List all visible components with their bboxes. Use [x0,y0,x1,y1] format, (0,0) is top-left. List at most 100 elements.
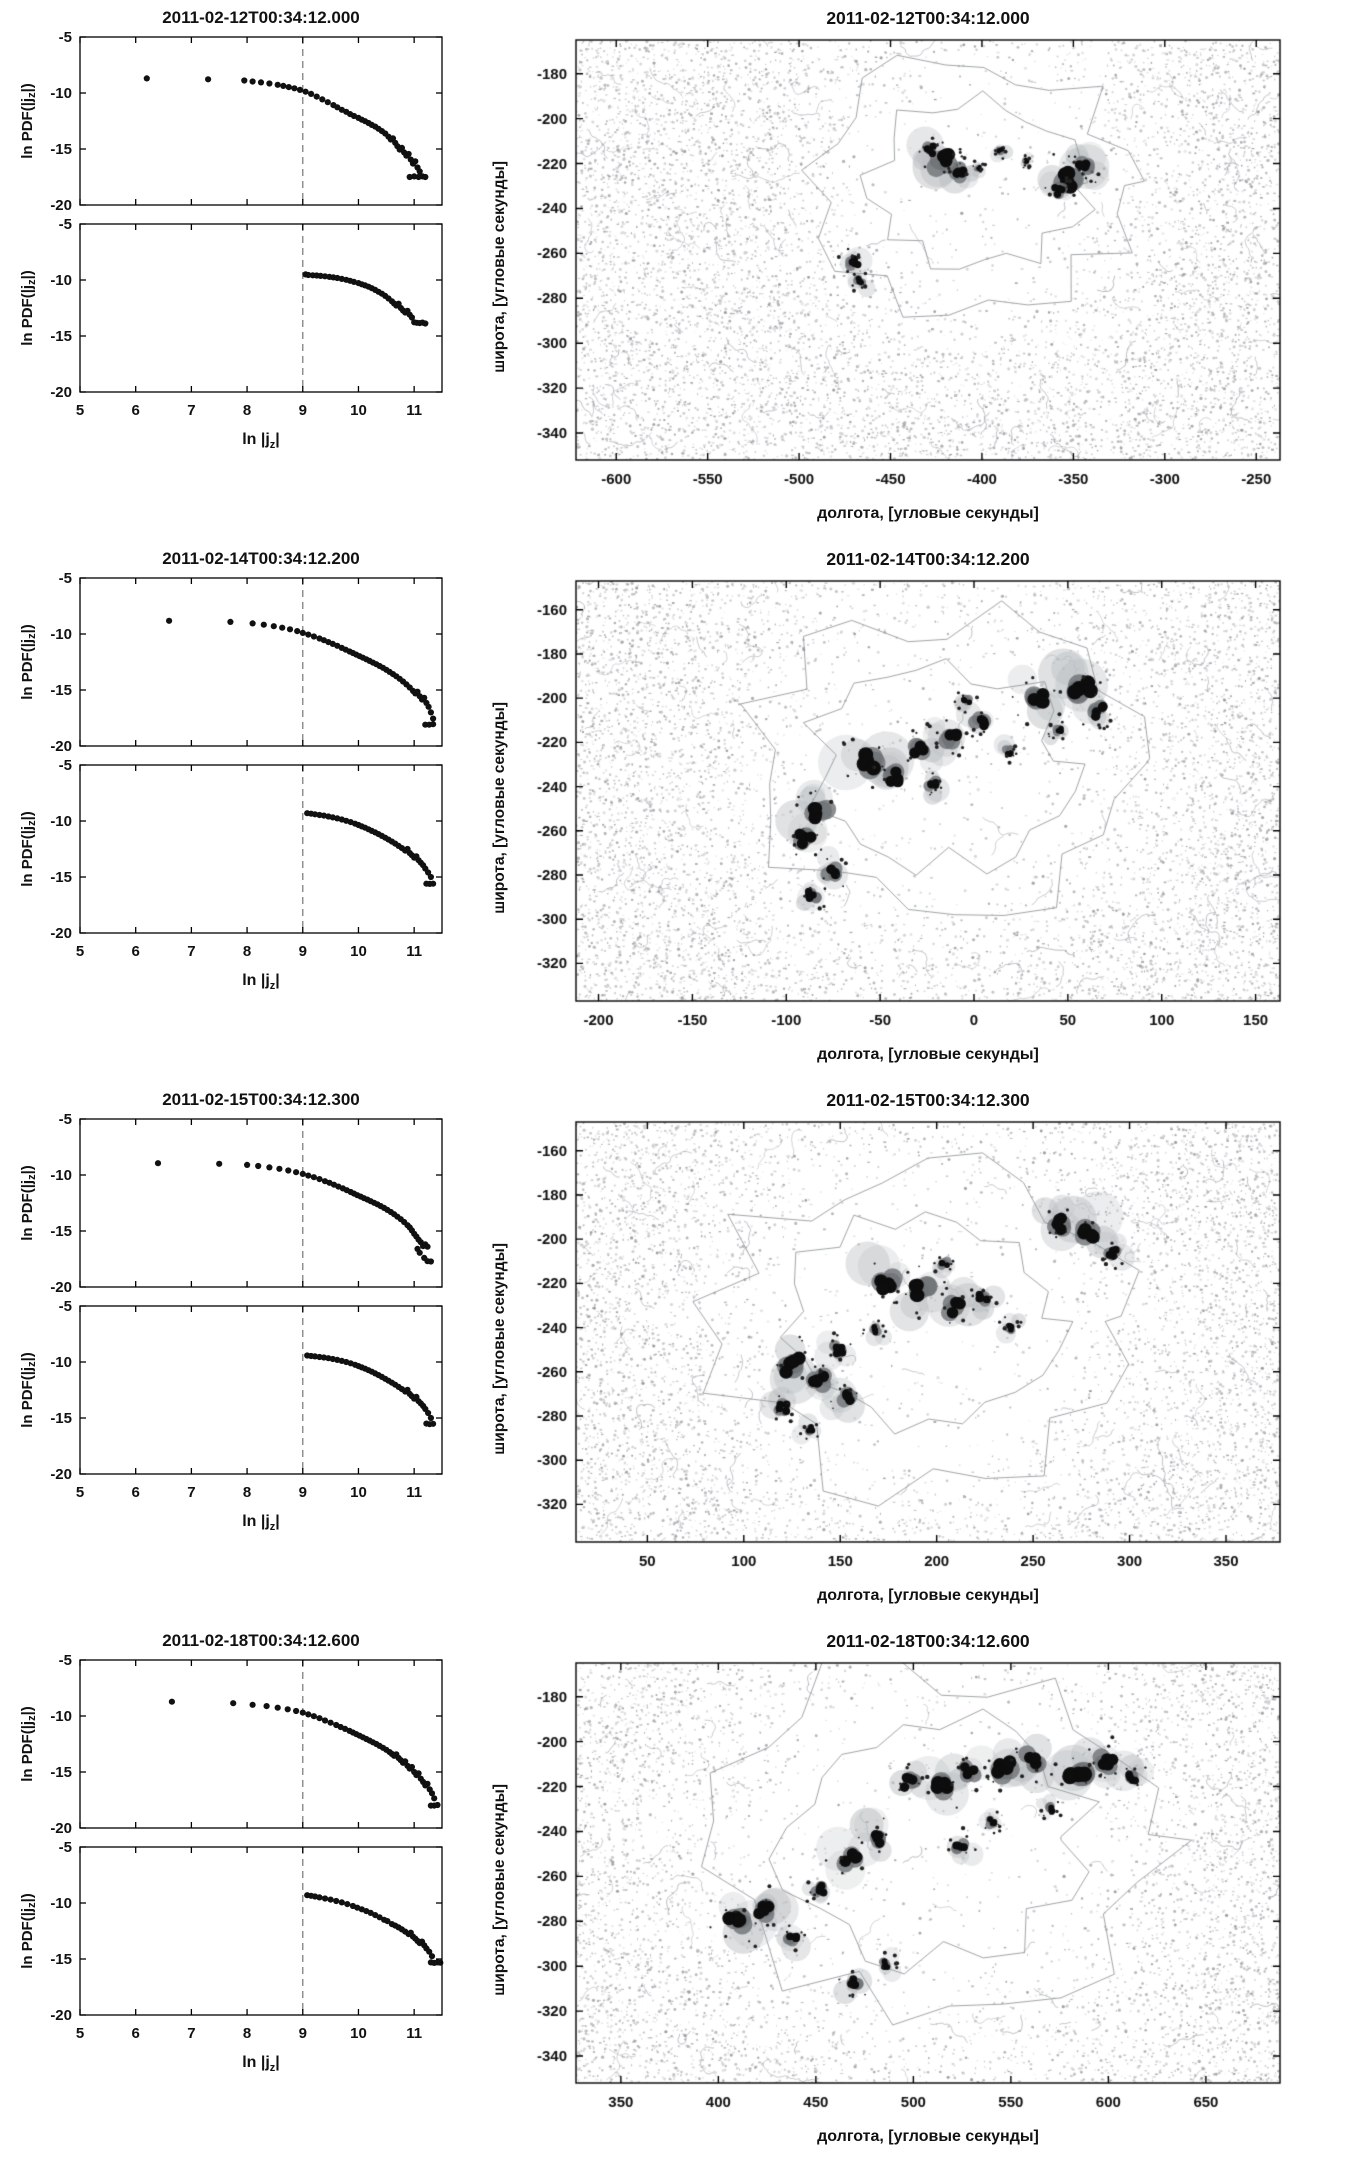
magnetogram-map [512,32,1292,502]
svg-text:9: 9 [299,943,307,960]
svg-text:-15: -15 [50,1764,72,1781]
svg-text:6: 6 [132,402,140,419]
pdf-xaxis-label: ln |jz| [80,431,442,451]
xlabel-post: | [275,2054,280,2071]
pdf-plot-title: 2011-02-12T00:34:12.000 [162,8,360,27]
svg-text:-20: -20 [50,1279,72,1295]
svg-text:-20: -20 [50,2007,72,2024]
map-body: широта, [угловые секунды] [488,32,1355,502]
map-xaxis-label: долгота, [угловые секунды] [817,1587,1039,1604]
svg-text:ln PDF(|jz|): ln PDF(|jz|) [19,1165,38,1241]
xlabel-pre: ln |j [242,431,270,448]
xlabel-sub: z [269,1521,276,1534]
pdf-plot-title: 2011-02-18T00:34:12.600 [162,1631,360,1650]
svg-text:10: 10 [350,1484,367,1501]
pdf-plot-title: 2011-02-14T00:34:12.200 [162,549,360,568]
svg-text:-20: -20 [50,384,72,401]
pdf-scatter-full: -5 -10 -15 -20 ln PDF(|jz|) [16,1652,470,1837]
svg-text:-10: -10 [50,1895,72,1912]
svg-text:ln PDF(|jz|): ln PDF(|jz|) [19,1706,38,1782]
map-column: 2011-02-15T00:34:12.300 широта, [угловые… [470,1082,1355,1623]
svg-text:ln PDF(|jz|): ln PDF(|jz|) [19,624,38,700]
svg-text:-5: -5 [59,1113,72,1128]
xlabel-pre: ln |j [242,2054,270,2071]
svg-text:7: 7 [187,2025,195,2042]
svg-text:-10: -10 [50,626,72,643]
pdf-scatter-tail: 5 6 7 8 9 10 11 -5 -10 -15 -20 ln PDF(|jz|) [16,1298,470,1512]
map-body: широта, [угловые секунды] [488,1655,1355,2125]
pdf-scatter-tail: 5 6 7 8 9 10 11 -5 -10 -15 -20 ln PDF(|jz|) [16,1839,470,2053]
svg-text:-10: -10 [50,1708,72,1725]
svg-text:-5: -5 [59,759,72,774]
svg-text:8: 8 [243,943,251,960]
xlabel-post: | [275,431,280,448]
svg-text:ln PDF(|jz|): ln PDF(|jz|) [19,1893,38,1969]
map-yaxis-label: широта, [угловые секунды] [491,1784,508,1996]
svg-text:-5: -5 [59,218,72,233]
svg-text:11: 11 [406,1484,422,1501]
svg-text:-15: -15 [50,141,72,158]
xlabel-post: | [275,1513,280,1530]
svg-text:10: 10 [350,2025,367,2042]
pdf-plot-title: 2011-02-15T00:34:12.300 [162,1090,360,1109]
pdf-scatter-tail: 5 6 7 8 9 10 11 -5 -10 -15 -20 ln PDF(|jz|) [16,757,470,971]
map-yaxis-label: широта, [угловые секунды] [491,702,508,914]
map-yaxis-label: широта, [угловые секунды] [491,1243,508,1455]
svg-text:6: 6 [132,2025,140,2042]
svg-text:-20: -20 [50,1820,72,1836]
svg-text:9: 9 [299,402,307,419]
svg-text:5: 5 [76,2025,84,2042]
svg-text:ln PDF(|jz|): ln PDF(|jz|) [19,811,38,887]
svg-text:11: 11 [406,402,422,419]
svg-text:-5: -5 [59,1841,72,1856]
magnetogram-map [512,1114,1292,1584]
svg-text:9: 9 [299,1484,307,1501]
map-column: 2011-02-18T00:34:12.600 широта, [угловые… [470,1623,1355,2164]
svg-text:9: 9 [299,2025,307,2042]
pdf-plots-column: 2011-02-15T00:34:12.300 -5 -10 -15 -20 ln PD… [0,1082,470,1623]
svg-text:7: 7 [187,1484,195,1501]
svg-text:-10: -10 [50,1354,72,1371]
svg-text:-10: -10 [50,813,72,830]
svg-text:10: 10 [350,402,367,419]
pdf-plots-column: 2011-02-18T00:34:12.600 -5 -10 -15 -20 ln PD… [0,1623,470,2164]
svg-text:8: 8 [243,2025,251,2042]
xlabel-post: | [275,972,280,989]
xlabel-sub: z [269,2062,276,2075]
svg-text:7: 7 [187,943,195,960]
map-title: 2011-02-15T00:34:12.300 [826,1090,1030,1110]
map-title: 2011-02-12T00:34:12.000 [826,8,1030,28]
figure-row: 2011-02-15T00:34:12.300 -5 -10 -15 -20 ln PD… [0,1082,1355,1623]
svg-text:-15: -15 [50,1410,72,1427]
figure-row: 2011-02-12T00:34:12.000 -5 -10 -15 -20 ln PD… [0,0,1355,541]
map-body: широта, [угловые секунды] [488,1114,1355,1584]
svg-text:8: 8 [243,402,251,419]
svg-text:-5: -5 [59,1654,72,1669]
magnetogram-map [512,573,1292,1043]
pdf-scatter-tail: 5 6 7 8 9 10 11 -5 -10 -15 -20 ln PDF(|jz|) [16,216,470,430]
pdf-xaxis-label: ln |jz| [80,972,442,992]
svg-text:-20: -20 [50,1466,72,1483]
svg-text:11: 11 [406,2025,422,2042]
svg-text:-15: -15 [50,328,72,345]
svg-text:5: 5 [76,1484,84,1501]
svg-text:5: 5 [76,402,84,419]
pdf-scatter-full: -5 -10 -15 -20 ln PDF(|jz|) [16,1111,470,1296]
pdf-scatter-full: -5 -10 -15 -20 ln PDF(|jz|) [16,570,470,755]
map-yaxis-label: широта, [угловые секунды] [491,161,508,373]
svg-text:-20: -20 [50,925,72,942]
pdf-plots-column: 2011-02-14T00:34:12.200 -5 -10 -15 -20 ln PD… [0,541,470,1082]
figure-row: 2011-02-14T00:34:12.200 -5 -10 -15 -20 ln PD… [0,541,1355,1082]
map-xaxis-label: долгота, [угловые секунды] [817,1046,1039,1063]
magnetogram-map [512,1655,1292,2125]
svg-text:-15: -15 [50,1951,72,1968]
svg-text:-20: -20 [50,738,72,754]
pdf-xaxis-label: ln |jz| [80,2054,442,2074]
svg-text:ln PDF(|jz|): ln PDF(|jz|) [19,83,38,159]
svg-text:-10: -10 [50,85,72,102]
map-xaxis-label: долгота, [угловые секунды] [817,505,1039,522]
svg-text:10: 10 [350,943,367,960]
svg-text:5: 5 [76,943,84,960]
map-title: 2011-02-18T00:34:12.600 [826,1631,1030,1651]
